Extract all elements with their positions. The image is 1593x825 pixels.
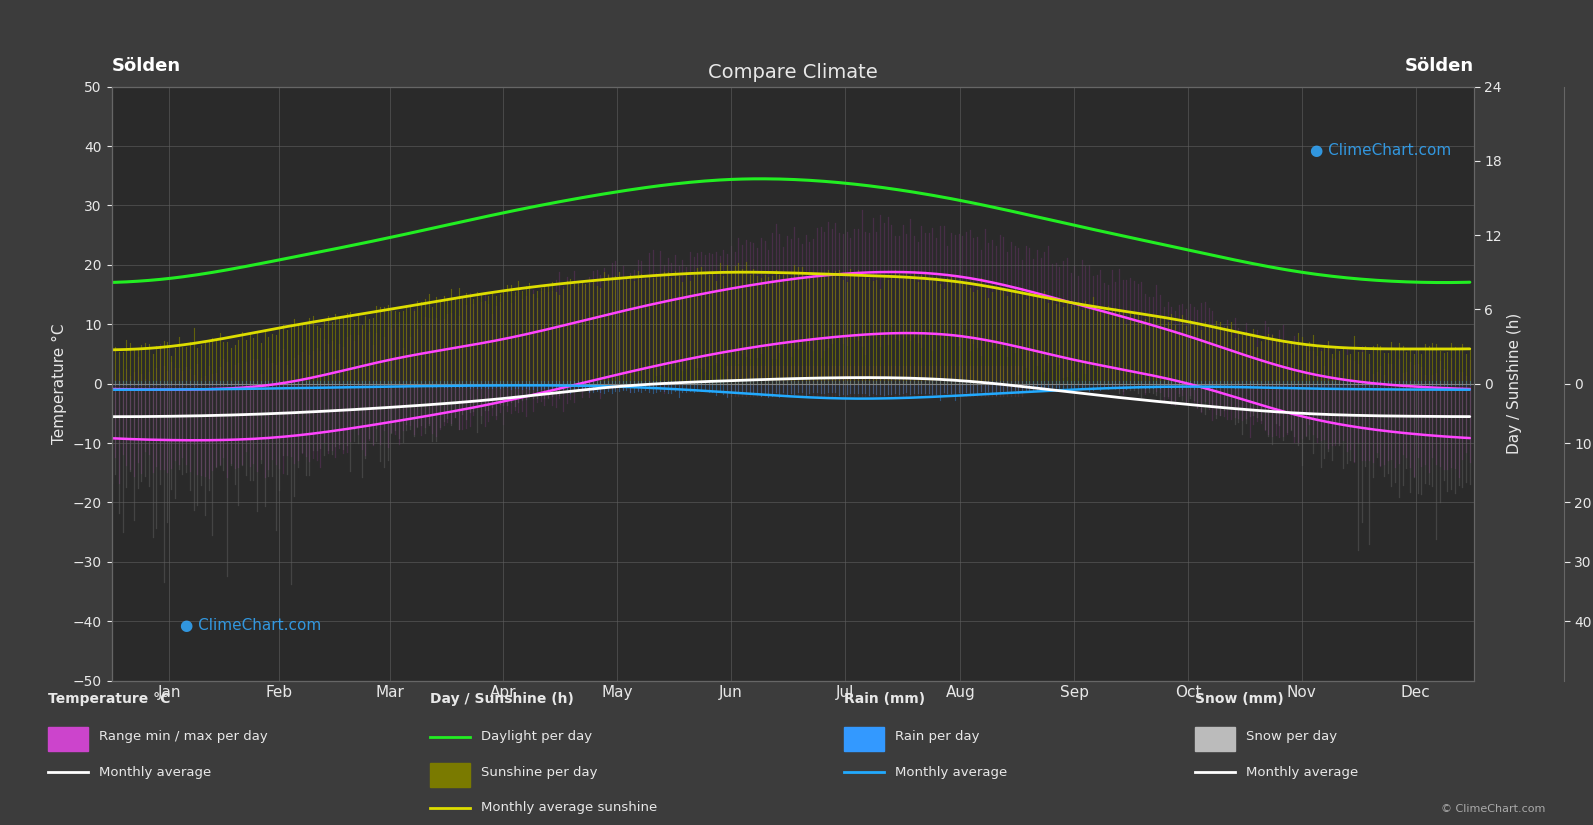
Y-axis label: Temperature °C: Temperature °C xyxy=(53,323,67,444)
Text: Sunshine per day: Sunshine per day xyxy=(481,766,597,779)
Text: Daylight per day: Daylight per day xyxy=(481,730,593,743)
Text: Sölden: Sölden xyxy=(112,57,180,75)
Title: Compare Climate: Compare Climate xyxy=(707,64,878,82)
Text: Rain per day: Rain per day xyxy=(895,730,980,743)
Y-axis label: Day / Sunshine (h): Day / Sunshine (h) xyxy=(1507,313,1523,455)
Text: Snow (mm): Snow (mm) xyxy=(1195,692,1284,706)
Text: Day / Sunshine (h): Day / Sunshine (h) xyxy=(430,692,573,706)
Text: Sölden: Sölden xyxy=(1405,57,1474,75)
Text: © ClimeChart.com: © ClimeChart.com xyxy=(1440,804,1545,814)
Bar xyxy=(48,728,88,751)
Text: Range min / max per day: Range min / max per day xyxy=(99,730,268,743)
Text: Monthly average: Monthly average xyxy=(99,766,210,779)
Text: ● ClimeChart.com: ● ClimeChart.com xyxy=(1309,143,1451,158)
Text: Rain (mm): Rain (mm) xyxy=(844,692,926,706)
Text: Temperature °C: Temperature °C xyxy=(48,692,170,706)
Text: Monthly average: Monthly average xyxy=(895,766,1007,779)
Text: Snow per day: Snow per day xyxy=(1246,730,1337,743)
Text: ● ClimeChart.com: ● ClimeChart.com xyxy=(180,618,320,633)
Bar xyxy=(430,763,470,787)
Bar xyxy=(1195,728,1235,751)
Bar xyxy=(844,728,884,751)
Text: Monthly average sunshine: Monthly average sunshine xyxy=(481,801,658,814)
Text: Monthly average: Monthly average xyxy=(1246,766,1357,779)
